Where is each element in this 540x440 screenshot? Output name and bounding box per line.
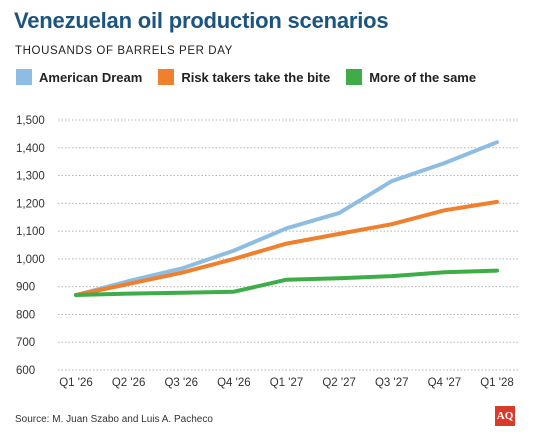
x-tick-label: Q3 '27	[375, 377, 409, 389]
y-tick-label: 600	[16, 365, 35, 377]
x-tick-label: Q1 '28	[480, 377, 514, 389]
legend-swatch	[16, 69, 32, 85]
y-tick-label: 1,000	[16, 254, 45, 266]
x-tick-label: Q1 '27	[270, 377, 304, 389]
chart-title: Venezuelan oil production scenarios	[14, 8, 389, 33]
legend-label: Risk takers take the bite	[181, 69, 331, 85]
source-note: Source: M. Juan Szabo and Luis A. Pachec…	[15, 414, 213, 425]
y-tick-label: 800	[16, 309, 35, 321]
series-line-risk-takers	[74, 199, 499, 297]
x-tick-label: Q4 '26	[217, 377, 251, 389]
y-tick-label: 1,200	[16, 198, 45, 210]
y-tick-label: 1,100	[16, 226, 45, 238]
series-line-american-dream	[74, 140, 499, 297]
x-tick-label: Q2 '27	[322, 377, 356, 389]
legend-label: More of the same	[369, 69, 477, 85]
aq-logo: AQ	[495, 406, 515, 426]
chart-subtitle: THOUSANDS OF BARRELS PER DAY	[15, 45, 233, 57]
y-tick-label: 700	[16, 337, 35, 349]
legend-item-american-dream: American Dream	[16, 69, 142, 85]
x-tick-label: Q1 '26	[59, 377, 93, 389]
series-line-more-of-the-same	[74, 268, 499, 297]
legend-label: American Dream	[39, 69, 143, 85]
legend: American Dream Risk takers take the bite…	[16, 69, 492, 85]
x-tick-label: Q3 '26	[164, 377, 198, 389]
legend-item-more-of-the-same: More of the same	[346, 69, 476, 85]
legend-item-risk-takers: Risk takers take the bite	[158, 69, 330, 85]
x-tick-label: Q2 '26	[112, 377, 146, 389]
y-tick-label: 1,300	[16, 171, 45, 183]
legend-swatch	[346, 69, 363, 85]
y-tick-label: 1,500	[16, 115, 45, 127]
x-tick-label: Q4 '27	[428, 377, 462, 389]
legend-swatch	[158, 69, 175, 85]
y-tick-label: 1,400	[16, 143, 45, 155]
y-tick-label: 900	[16, 282, 35, 294]
